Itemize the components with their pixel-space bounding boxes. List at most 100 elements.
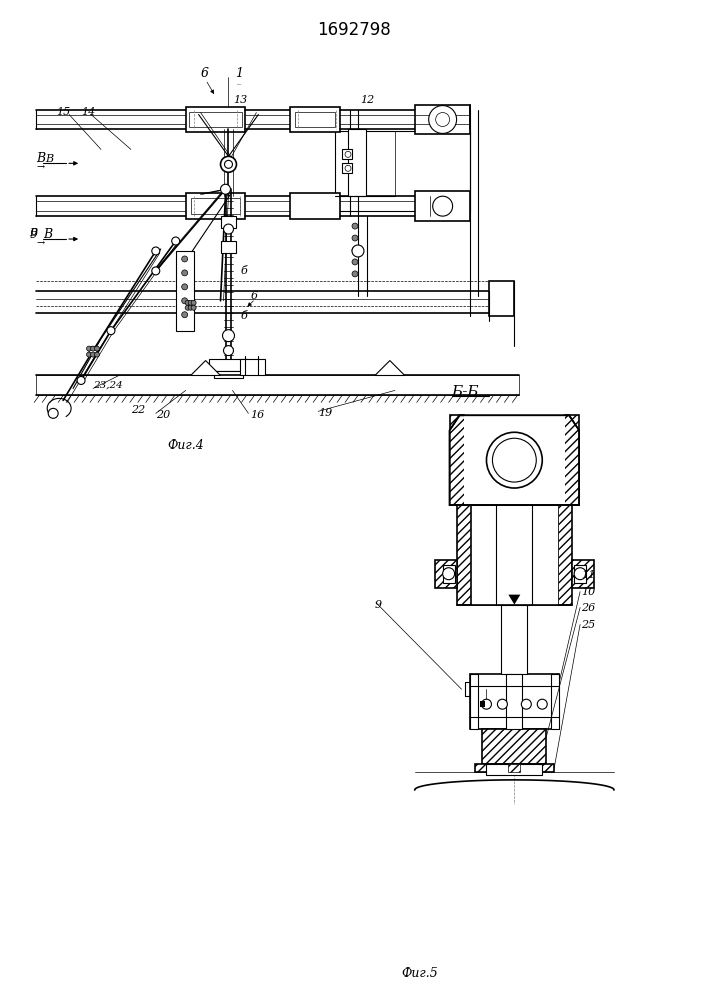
Bar xyxy=(572,560,594,588)
Bar xyxy=(335,131,469,211)
Bar xyxy=(498,590,530,605)
Bar xyxy=(189,112,243,127)
Bar xyxy=(574,565,586,583)
Circle shape xyxy=(191,300,196,305)
Bar xyxy=(186,193,245,219)
Circle shape xyxy=(107,327,115,335)
Bar xyxy=(415,191,469,221)
Circle shape xyxy=(89,347,97,355)
Circle shape xyxy=(443,568,455,580)
Circle shape xyxy=(191,305,196,310)
Text: 15: 15 xyxy=(56,107,71,117)
Bar xyxy=(474,764,554,772)
Circle shape xyxy=(185,300,190,305)
Text: Фиг.5: Фиг.5 xyxy=(402,967,438,980)
Circle shape xyxy=(95,352,100,357)
Circle shape xyxy=(223,224,233,234)
Polygon shape xyxy=(508,595,520,605)
Text: 10: 10 xyxy=(581,587,595,597)
Text: Б-Б: Б-Б xyxy=(451,385,479,399)
Circle shape xyxy=(345,151,351,157)
Bar xyxy=(342,163,352,173)
Bar xyxy=(469,674,477,729)
Circle shape xyxy=(182,298,187,304)
Bar xyxy=(471,505,559,605)
Circle shape xyxy=(352,271,358,277)
Bar xyxy=(503,590,526,605)
Bar xyxy=(469,674,559,729)
Circle shape xyxy=(225,160,233,168)
Text: 13: 13 xyxy=(233,95,247,105)
Text: 1692798: 1692798 xyxy=(317,21,391,39)
Bar xyxy=(221,241,236,253)
Circle shape xyxy=(498,699,508,709)
Circle shape xyxy=(352,259,358,265)
Circle shape xyxy=(95,346,100,351)
Text: →: → xyxy=(36,240,45,249)
Circle shape xyxy=(90,346,95,351)
Bar xyxy=(443,565,455,583)
Polygon shape xyxy=(375,361,405,375)
Bar xyxy=(176,251,194,331)
Circle shape xyxy=(90,352,95,357)
Bar xyxy=(457,505,471,605)
Circle shape xyxy=(352,235,358,241)
Circle shape xyxy=(537,699,547,709)
Text: →: → xyxy=(36,164,45,173)
Text: 20: 20 xyxy=(156,410,170,420)
Text: 14: 14 xyxy=(81,107,95,117)
Circle shape xyxy=(574,568,586,580)
Circle shape xyxy=(345,165,351,171)
Bar xyxy=(565,415,579,505)
Circle shape xyxy=(182,256,187,262)
Circle shape xyxy=(223,346,233,356)
Text: 12: 12 xyxy=(360,95,374,105)
Bar xyxy=(479,701,486,707)
Text: 22: 22 xyxy=(131,405,145,415)
Circle shape xyxy=(188,305,193,310)
Bar xyxy=(221,216,236,228)
Bar xyxy=(191,198,240,214)
Bar xyxy=(551,674,559,729)
Text: 19: 19 xyxy=(318,408,332,418)
Text: _: _ xyxy=(238,78,242,86)
Bar xyxy=(209,359,248,371)
Bar xyxy=(501,605,527,674)
Text: 1: 1 xyxy=(235,67,243,80)
Circle shape xyxy=(486,432,542,488)
Bar xyxy=(489,281,515,316)
Circle shape xyxy=(436,113,450,126)
Polygon shape xyxy=(450,415,579,505)
Bar xyxy=(296,112,335,127)
Circle shape xyxy=(152,247,160,255)
Text: 11: 11 xyxy=(581,570,595,580)
Circle shape xyxy=(188,300,193,305)
Text: В: В xyxy=(29,228,37,238)
Bar xyxy=(240,359,265,375)
Circle shape xyxy=(182,270,187,276)
Text: 26: 26 xyxy=(581,603,595,613)
Circle shape xyxy=(182,284,187,290)
Circle shape xyxy=(221,184,230,194)
Circle shape xyxy=(352,223,358,229)
Text: Фиг.4: Фиг.4 xyxy=(168,439,204,452)
Bar xyxy=(348,129,366,196)
Text: В: В xyxy=(43,228,52,241)
Text: В: В xyxy=(45,154,53,164)
Bar xyxy=(508,764,520,772)
Circle shape xyxy=(223,330,235,342)
Bar xyxy=(291,193,340,219)
Bar xyxy=(36,375,520,395)
Circle shape xyxy=(48,408,58,418)
Text: 16: 16 xyxy=(250,410,264,420)
Circle shape xyxy=(152,267,160,275)
Circle shape xyxy=(493,438,537,482)
Circle shape xyxy=(185,305,190,310)
Text: 6: 6 xyxy=(250,291,257,301)
Text: 23,24: 23,24 xyxy=(93,381,123,390)
Bar xyxy=(415,105,469,134)
Text: б: б xyxy=(240,266,247,276)
Bar xyxy=(186,107,245,132)
Circle shape xyxy=(428,106,457,133)
Circle shape xyxy=(433,196,452,216)
